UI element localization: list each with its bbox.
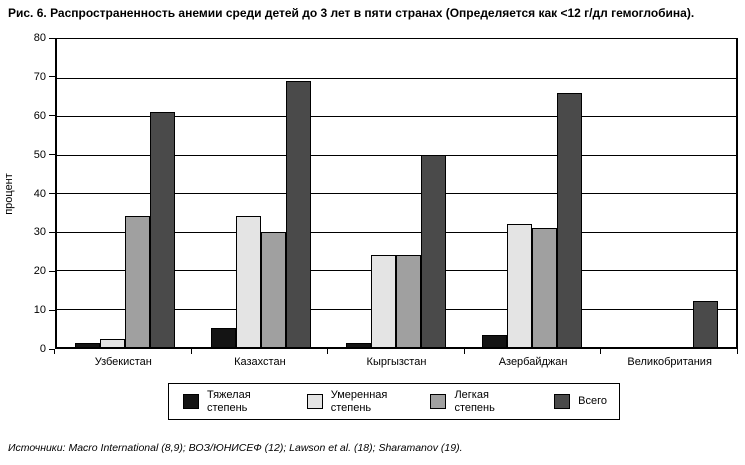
y-tick-mark <box>49 231 55 233</box>
bar <box>482 335 508 347</box>
y-axis-ticks: 0 10 20 30 40 50 60 70 80 <box>18 32 55 355</box>
plot-area <box>55 38 738 349</box>
y-tick-mark <box>49 348 55 350</box>
category-label-4: Азербайджан <box>498 356 568 368</box>
bar <box>371 254 397 347</box>
bar <box>99 339 125 347</box>
y-tick-label: 70 <box>33 70 46 83</box>
x-tick-mark <box>54 349 55 354</box>
category-labels: Узбекистан Казахстан Кыргызстан Азербайджан… <box>55 356 738 368</box>
gridline <box>57 116 736 117</box>
y-axis-label: процент <box>3 172 16 215</box>
legend-item: Умеренная степень <box>306 388 403 414</box>
x-tick-mark <box>463 349 465 354</box>
gridline <box>57 193 736 194</box>
legend-label: Легкая степень <box>454 388 495 414</box>
y-tick-mark <box>49 270 55 272</box>
y-tick-mark <box>49 154 55 156</box>
bar-group-5 <box>600 39 736 347</box>
y-tick-mark <box>49 115 55 117</box>
x-tick-mark <box>190 349 192 354</box>
bar-groups <box>57 39 736 347</box>
legend-item: Всего <box>554 394 607 409</box>
bar-group-1 <box>57 39 193 347</box>
bar <box>507 223 533 347</box>
legend-label: Всего <box>578 395 607 408</box>
legend-swatch-icon <box>430 394 447 409</box>
legend-swatch-icon <box>554 394 571 409</box>
legend-swatch-icon <box>306 394 323 409</box>
x-tick-mark <box>600 349 602 354</box>
bar <box>235 216 261 347</box>
legend-label: Тяжелая степень <box>207 388 251 414</box>
y-tick-label: 10 <box>33 304 46 317</box>
y-axis-label-container: процент <box>0 38 18 349</box>
y-tick-mark <box>49 309 55 311</box>
bar <box>124 216 150 347</box>
bar <box>260 231 286 347</box>
legend-swatch-icon <box>183 394 199 409</box>
bar-group-4 <box>464 39 600 347</box>
bar <box>557 92 583 347</box>
legend-item: Тяжелая степень <box>183 389 279 414</box>
category-label-1: Узбекистан <box>94 356 152 368</box>
y-tick-label: 20 <box>33 265 46 278</box>
x-axis-ticks <box>54 349 738 355</box>
bar-group-3 <box>329 39 465 347</box>
category-label-3: Кыргызстан <box>366 356 427 368</box>
category-label-5: Великобритания <box>627 356 712 368</box>
y-tick-label: 60 <box>33 109 46 122</box>
bar <box>693 300 719 347</box>
y-tick-label: 80 <box>33 32 46 44</box>
legend-box: Тяжелая степень Умеренная степень Легкая с… <box>168 383 620 420</box>
legend-label: Умеренная степень <box>330 388 388 414</box>
bar <box>346 343 372 347</box>
bar <box>149 112 175 347</box>
gridline <box>57 231 736 233</box>
bar-group-2 <box>193 39 329 347</box>
bar <box>74 343 100 347</box>
category-label-2: Казахстан <box>234 356 286 368</box>
bar <box>285 81 311 347</box>
chart-title: Рис. 6. Распространенность анемии среди … <box>8 6 695 20</box>
y-tick-label: 40 <box>33 187 46 200</box>
bar <box>210 327 236 347</box>
bar <box>532 227 558 347</box>
y-tick-label: 50 <box>33 148 46 161</box>
bar <box>396 254 422 347</box>
legend-item: Легкая степень <box>430 389 526 414</box>
source-note: Источники: Macro International (8,9); ВО… <box>8 442 463 454</box>
x-tick-mark <box>737 349 738 354</box>
gridline <box>57 154 736 156</box>
y-tick-label: 0 <box>39 343 46 355</box>
y-tick-mark <box>49 76 55 78</box>
y-tick-mark <box>49 37 55 39</box>
x-tick-mark <box>327 349 329 354</box>
gridline <box>57 77 736 79</box>
y-tick-label: 30 <box>33 226 46 239</box>
bar <box>421 154 447 347</box>
y-tick-mark <box>49 193 55 194</box>
